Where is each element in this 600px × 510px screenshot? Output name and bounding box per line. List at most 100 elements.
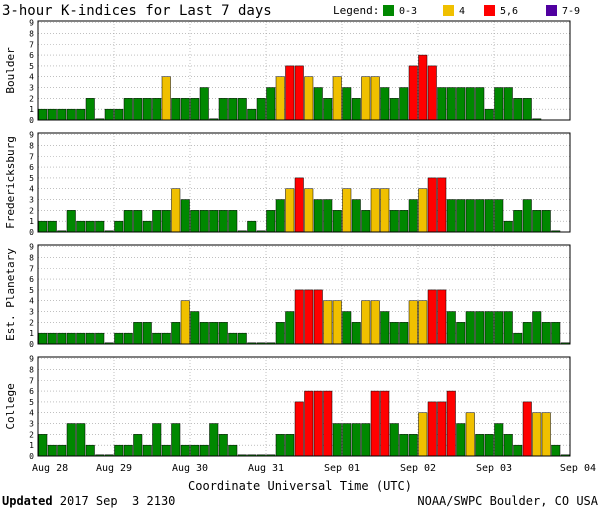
y-tick-label: 3 [29, 196, 34, 205]
k-index-bar [228, 332, 238, 345]
k-index-bar [47, 332, 57, 345]
y-tick-label: 2 [29, 430, 34, 439]
k-index-bar [57, 108, 67, 121]
k-index-bar [351, 423, 361, 457]
k-index-bar [494, 87, 504, 121]
k-index-bar [123, 210, 133, 233]
k-index-bar [47, 108, 57, 121]
y-tick-label: 1 [29, 105, 34, 114]
y-tick-label: 4 [29, 185, 34, 194]
k-index-bar [133, 322, 143, 345]
k-index-bar [323, 300, 333, 345]
y-tick-label: 7 [29, 376, 34, 385]
panel-name: College [4, 383, 17, 429]
k-index-bar [437, 289, 447, 345]
k-index-bar [427, 401, 437, 457]
k-index-bar [541, 210, 551, 233]
k-index-bar [95, 220, 105, 233]
k-index-bar [180, 300, 190, 345]
footer-updated-value: 2017 Sep 3 2130 [53, 494, 176, 508]
k-index-bar [285, 311, 295, 345]
k-index-bar [133, 210, 143, 233]
y-tick-label: 8 [29, 253, 34, 262]
k-index-bar [475, 311, 485, 345]
k-index-bar [351, 98, 361, 121]
y-tick-label: 8 [29, 29, 34, 38]
legend-label: 5,6 [500, 6, 518, 17]
k-index-bar [38, 108, 48, 121]
y-tick-label: 8 [29, 365, 34, 374]
legend: Legend: 0-3 4 5,6 7-9 [333, 4, 580, 17]
k-index-bar [408, 434, 418, 457]
k-index-bar [446, 311, 456, 345]
k-index-bar [256, 98, 266, 121]
k-index-bar [180, 98, 190, 121]
y-tick-label: 1 [29, 441, 34, 450]
legend-label: 4 [459, 6, 465, 17]
panel-frame [37, 132, 571, 233]
k-index-bar [237, 332, 247, 345]
k-index-bar [275, 322, 285, 345]
k-index-bar [66, 423, 76, 457]
k-index-bar [275, 199, 285, 233]
k-index-bar [361, 76, 371, 121]
panel-name: Est. Planetary [4, 248, 17, 341]
k-index-bar [199, 444, 209, 457]
k-index-bar [323, 199, 333, 233]
k-index-bar [465, 311, 475, 345]
k-index-bar [266, 210, 276, 233]
k-index-bar [114, 220, 124, 233]
k-index-bar [332, 300, 342, 345]
k-index-bar [484, 434, 494, 457]
k-index-bar [294, 65, 304, 121]
k-index-bar [152, 210, 162, 233]
k-index-bar [332, 76, 342, 121]
k-index-bar [342, 188, 352, 233]
k-index-bar [494, 423, 504, 457]
k-index-bar [513, 98, 523, 121]
k-index-bar [142, 322, 152, 345]
k-index-bar [484, 311, 494, 345]
k-index-bar [456, 423, 466, 457]
k-index-bar [541, 322, 551, 345]
k-index-bar [465, 412, 475, 457]
k-index-bar [399, 210, 409, 233]
k-index-bar [209, 210, 219, 233]
k-index-bar [313, 199, 323, 233]
k-index-bar [228, 444, 238, 457]
k-index-bar [209, 322, 219, 345]
x-tick-label: Sep 03 [476, 463, 512, 474]
y-tick-label: 6 [29, 51, 34, 60]
k-index-bar [427, 177, 437, 233]
k-index-bar [342, 423, 352, 457]
k-index-bar [152, 423, 162, 457]
k-index-bar [218, 210, 228, 233]
k-index-bar [475, 87, 485, 121]
k-index-bar [446, 390, 456, 457]
k-index-bar [304, 76, 314, 121]
k-index-bar [484, 199, 494, 233]
y-tick-label: 2 [29, 318, 34, 327]
y-tick-label: 5 [29, 174, 34, 183]
k-index-bar [503, 311, 513, 345]
y-tick-label: 0 [29, 228, 34, 237]
k-index-bar [161, 210, 171, 233]
k-index-bar [304, 188, 314, 233]
panel-frame [37, 356, 571, 457]
k-index-bar [38, 434, 48, 457]
k-index-bar [285, 434, 295, 457]
k-index-bar [123, 98, 133, 121]
footer-credit: NOAA/SWPC Boulder, CO USA [417, 494, 598, 508]
k-index-bar [114, 108, 124, 121]
k-index-bar [142, 220, 152, 233]
k-index-bar [437, 87, 447, 121]
k-index-bar [456, 199, 466, 233]
y-tick-label: 0 [29, 116, 34, 125]
panel-name: Boulder [4, 47, 17, 94]
y-tick-label: 9 [29, 131, 34, 140]
k-index-bar [161, 76, 171, 121]
k-index-bar [66, 332, 76, 345]
k-index-bar [494, 311, 504, 345]
